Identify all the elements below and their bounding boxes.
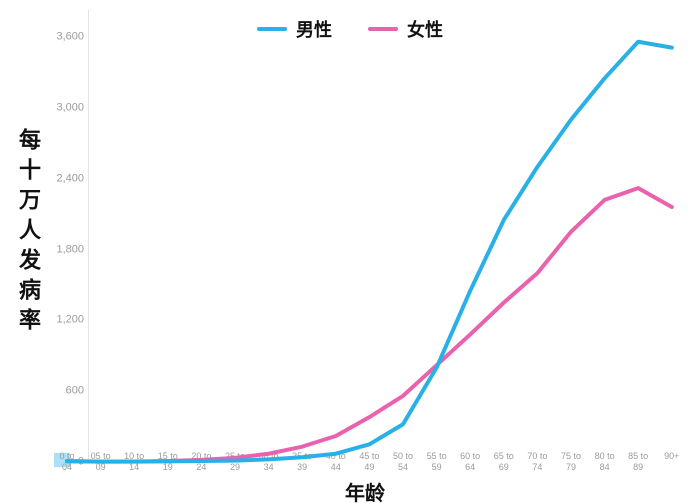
legend-item-male[interactable]: 男性	[257, 16, 332, 42]
y-tick-label: 1,200	[56, 313, 84, 326]
x-tick-label: 15 to 19	[157, 451, 178, 473]
x-tick-label: 10 to 14	[124, 451, 145, 473]
y-tick-label: 1,800	[56, 242, 84, 255]
x-tick-label: 55 to 59	[426, 451, 447, 473]
x-axis-title: 年龄	[345, 483, 385, 503]
series-line-1	[65, 186, 674, 464]
female-line-swatch	[368, 27, 398, 31]
x-tick-label: 20 to 24	[191, 451, 212, 473]
x-tick-label: 80 to 84	[594, 451, 615, 473]
y-tick-label: 3,000	[56, 101, 84, 114]
y-tick-label: 600	[65, 384, 84, 397]
x-tick-label: 85 to 89	[628, 451, 649, 473]
x-tick-label: 90+	[664, 451, 680, 461]
y-axis-title: 每十万人发病率	[16, 128, 41, 338]
x-tick-label: 70 to 74	[527, 451, 548, 473]
legend-label-female: 女性	[407, 20, 443, 40]
x-tick-label: 65 to 69	[493, 451, 514, 473]
male-line-swatch	[257, 27, 287, 31]
series-line-0	[65, 39, 674, 464]
legend-item-female[interactable]: 女性	[368, 16, 443, 42]
y-tick-label: 3,600	[56, 30, 84, 43]
x-tick-label: 0 to 04	[59, 451, 75, 473]
legend-label-male: 男性	[296, 20, 332, 40]
y-axis-line	[88, 10, 89, 462]
x-tick-label: 60 to 64	[460, 451, 481, 473]
x-tick-label: 05 to 09	[90, 451, 111, 473]
legend: 男性 女性	[0, 16, 700, 42]
x-tick-label: 50 to 54	[392, 451, 414, 473]
y-tick-label: 2,400	[56, 172, 84, 185]
origin-highlight-marker	[54, 453, 70, 467]
x-tick-label: 45 to 49	[359, 451, 380, 473]
x-tick-label: 75 to 79	[560, 451, 582, 473]
